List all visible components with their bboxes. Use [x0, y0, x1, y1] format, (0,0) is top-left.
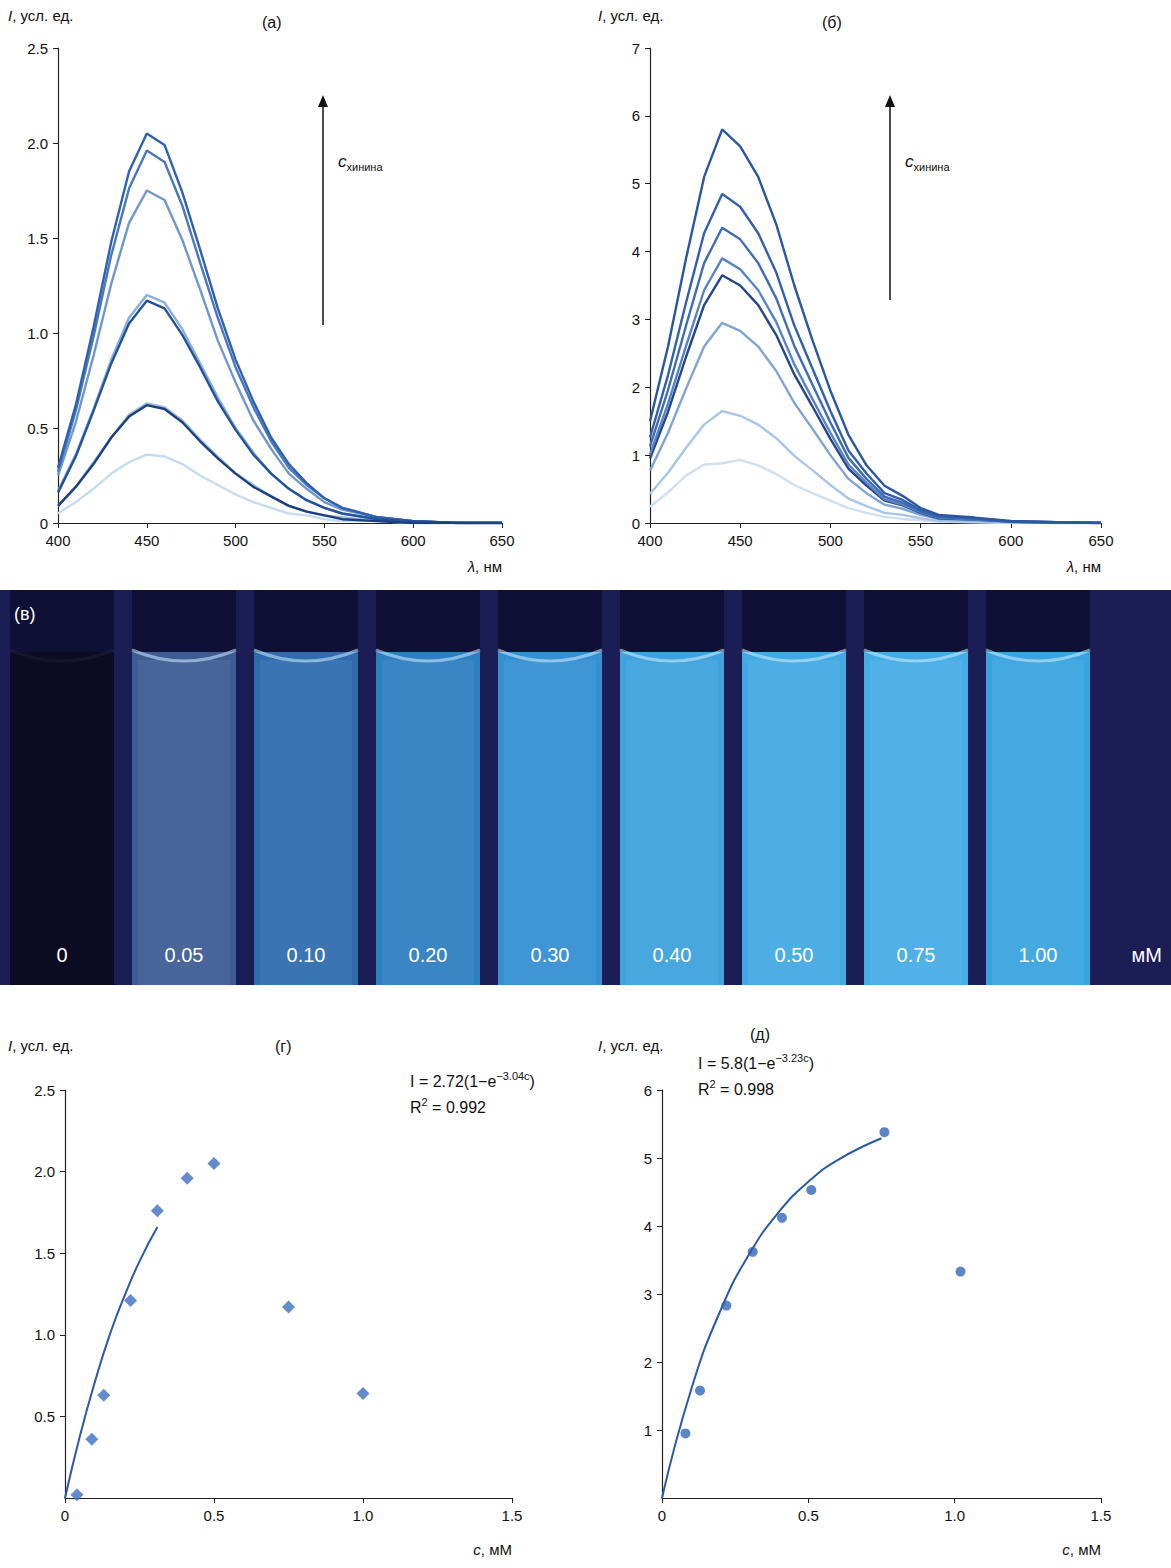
- svg-text:1.5: 1.5: [1091, 1507, 1112, 1524]
- svg-text:I = 2.72(1−e: I = 2.72(1−e: [410, 1073, 496, 1090]
- svg-text:c: c: [905, 151, 914, 171]
- svg-text:−3.04c: −3.04c: [496, 1070, 530, 1082]
- svg-text:0.50: 0.50: [775, 944, 814, 966]
- svg-text:0: 0: [632, 515, 640, 532]
- svg-text:7: 7: [632, 40, 640, 57]
- svg-text:550: 550: [312, 532, 337, 549]
- svg-text:, усл. ед.: , усл. ед.: [12, 1037, 73, 1054]
- svg-text:500: 500: [223, 532, 248, 549]
- svg-text:, нм: , нм: [475, 558, 502, 575]
- svg-text:0.30: 0.30: [531, 944, 570, 966]
- svg-text:(г): (г): [275, 1038, 292, 1055]
- svg-text:0.40: 0.40: [653, 944, 692, 966]
- svg-text:400: 400: [637, 532, 662, 549]
- svg-text:0.5: 0.5: [34, 1408, 55, 1425]
- svg-text:6: 6: [644, 1082, 652, 1099]
- svg-text:I: I: [8, 1037, 13, 1054]
- svg-text:1.5: 1.5: [502, 1507, 523, 1524]
- svg-text:6: 6: [632, 107, 640, 124]
- svg-text:хинина: хинина: [914, 161, 951, 173]
- svg-text:(д): (д): [750, 1026, 770, 1043]
- svg-text:2.0: 2.0: [34, 1163, 55, 1180]
- svg-text:450: 450: [134, 532, 159, 549]
- svg-text:c: c: [338, 151, 347, 171]
- svg-text:0.20: 0.20: [409, 944, 448, 966]
- svg-text:2.5: 2.5: [34, 1082, 55, 1099]
- svg-text:600: 600: [998, 532, 1023, 549]
- svg-text:1.00: 1.00: [1019, 944, 1058, 966]
- svg-text:3: 3: [632, 311, 640, 328]
- svg-text:500: 500: [818, 532, 843, 549]
- svg-text:1.5: 1.5: [34, 1245, 55, 1262]
- svg-text:, усл. ед.: , усл. ед.: [602, 7, 663, 24]
- svg-text:I: I: [598, 1037, 603, 1054]
- svg-text:хинина: хинина: [347, 161, 384, 173]
- svg-text:R: R: [410, 1099, 422, 1116]
- svg-text:, усл. ед.: , усл. ед.: [12, 7, 73, 24]
- svg-text:I: I: [598, 7, 603, 24]
- svg-text:4: 4: [632, 243, 640, 260]
- svg-text:0.05: 0.05: [165, 944, 204, 966]
- svg-text:1.0: 1.0: [944, 1507, 965, 1524]
- svg-text:0.10: 0.10: [287, 944, 326, 966]
- svg-text:0.5: 0.5: [27, 420, 48, 437]
- svg-text:5: 5: [632, 175, 640, 192]
- svg-text:1: 1: [644, 1422, 652, 1439]
- svg-text:(б): (б): [822, 14, 842, 31]
- svg-text:0.5: 0.5: [798, 1507, 819, 1524]
- svg-text:0.5: 0.5: [204, 1507, 225, 1524]
- svg-text:λ: λ: [1066, 558, 1074, 575]
- svg-text:λ: λ: [467, 558, 475, 575]
- svg-text:(а): (а): [262, 14, 282, 31]
- svg-text:600: 600: [401, 532, 426, 549]
- svg-text:650: 650: [1088, 532, 1113, 549]
- svg-text:I: I: [8, 7, 13, 24]
- svg-text:I = 5.8(1−e: I = 5.8(1−e: [698, 1055, 775, 1072]
- svg-text:c: c: [473, 1541, 481, 1558]
- svg-text:c: c: [1062, 1541, 1070, 1558]
- svg-text:0: 0: [61, 1507, 69, 1524]
- svg-text:2: 2: [709, 1077, 716, 1090]
- svg-text:1.0: 1.0: [34, 1326, 55, 1343]
- svg-text:4: 4: [644, 1218, 652, 1235]
- svg-text:, нм: , нм: [1074, 558, 1101, 575]
- svg-text:(в): (в): [14, 604, 36, 624]
- svg-text:2.0: 2.0: [27, 135, 48, 152]
- svg-text:2: 2: [632, 379, 640, 396]
- svg-text:, усл. ед.: , усл. ед.: [602, 1037, 663, 1054]
- svg-text:R: R: [698, 1081, 710, 1098]
- svg-text:): ): [530, 1073, 535, 1090]
- svg-text:650: 650: [489, 532, 514, 549]
- svg-text:5: 5: [644, 1150, 652, 1167]
- svg-text:0.75: 0.75: [897, 944, 936, 966]
- svg-text:, мМ: , мМ: [481, 1541, 512, 1558]
- svg-text:1.0: 1.0: [27, 325, 48, 342]
- svg-text:450: 450: [728, 532, 753, 549]
- svg-text:): ): [809, 1055, 814, 1072]
- svg-text:−3.23c: −3.23c: [775, 1052, 809, 1064]
- svg-text:0: 0: [40, 515, 48, 532]
- svg-text:550: 550: [908, 532, 933, 549]
- svg-text:= 0.998: = 0.998: [716, 1081, 774, 1098]
- svg-text:мМ: мМ: [1132, 944, 1162, 966]
- svg-text:2: 2: [421, 1095, 428, 1108]
- svg-text:1.0: 1.0: [353, 1507, 374, 1524]
- svg-text:1: 1: [632, 447, 640, 464]
- svg-text:3: 3: [644, 1286, 652, 1303]
- svg-text:400: 400: [45, 532, 70, 549]
- svg-text:1.5: 1.5: [27, 230, 48, 247]
- svg-text:2.5: 2.5: [27, 40, 48, 57]
- svg-text:, мМ: , мМ: [1070, 1541, 1101, 1558]
- svg-text:0: 0: [56, 944, 67, 966]
- svg-text:0: 0: [658, 1507, 666, 1524]
- svg-text:= 0.992: = 0.992: [428, 1099, 486, 1116]
- svg-text:2: 2: [644, 1354, 652, 1371]
